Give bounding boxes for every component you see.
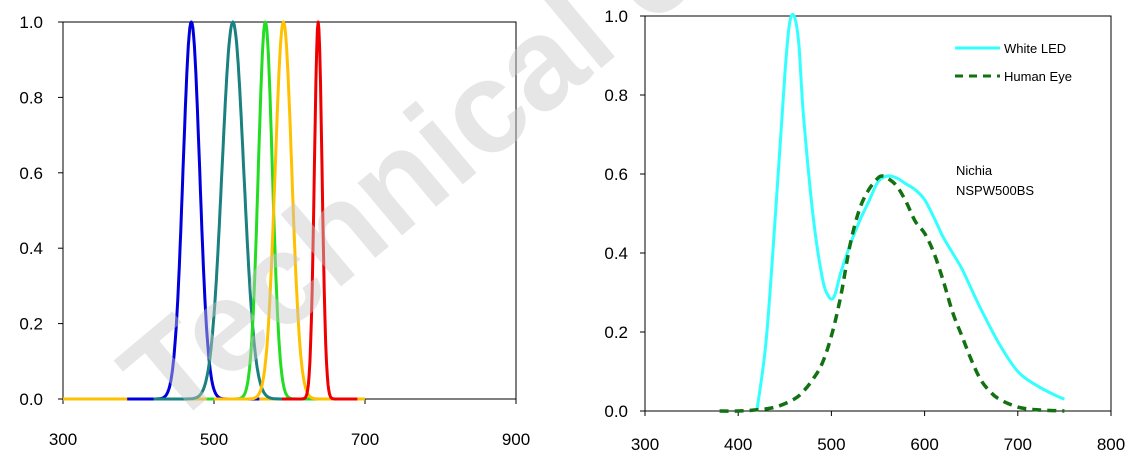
right-x-tick-label: 500 [817,435,845,454]
right-y-tick-label: 0.2 [604,323,628,342]
left-y-tick-label: 0.8 [19,88,43,107]
legend-label-human-eye: Human Eye [1004,69,1072,84]
left-x-tick-label: 300 [49,430,77,449]
chart-left: 0.0 0.2 0.4 0.6 0.8 1.0 300 500 700 900 [19,13,530,449]
right-x-tick-label: 700 [1004,435,1032,454]
right-y-tick-label: 0.0 [604,402,628,421]
legend-label-white-led: White LED [1004,41,1066,56]
left-y-tick-label: 0.6 [19,164,43,183]
left-x-tick-label: 500 [200,430,228,449]
right-x-tick-label: 300 [631,435,659,454]
right-y-tick-label: 0.6 [604,165,628,184]
right-x-tick-label: 400 [724,435,752,454]
right-x-tick-label: 600 [910,435,938,454]
right-y-tick-label: 0.4 [604,244,628,263]
right-plot-area [644,15,1112,412]
annotation-line-2: NSPW500BS [956,183,1034,198]
left-axes: 0.0 0.2 0.4 0.6 0.8 1.0 300 500 700 900 [19,13,530,449]
left-x-tick-label: 900 [502,430,530,449]
left-y-tick-label: 1.0 [19,13,43,32]
left-x-tick-label: 700 [351,430,379,449]
legend: White LED Human Eye [955,41,1072,84]
left-series-line-4 [213,20,351,401]
right-x-tick-label: 800 [1097,435,1125,454]
left-y-tick-label: 0.4 [19,239,43,258]
right-series-group [719,12,1065,413]
white-led-series-line [755,12,1065,412]
right-y-tick-label: 0.8 [604,86,628,105]
chart-right: 0.0 0.2 0.4 0.6 0.8 1.0 300 400 500 600 700 800 Whi… [604,7,1125,454]
annotation-line-1: Nichia [956,163,993,178]
right-y-tick-label: 1.0 [604,7,628,26]
right-axes: 0.0 0.2 0.4 0.6 0.8 1.0 300 400 500 600 700 800 [604,7,1125,454]
left-y-tick-label: 0.2 [19,315,43,334]
left-y-tick-label: 0.0 [19,390,43,409]
left-series-group [63,20,365,401]
left-series-line-2 [152,20,306,401]
left-series-line-5 [281,20,359,401]
human-eye-series-line [719,174,1065,413]
